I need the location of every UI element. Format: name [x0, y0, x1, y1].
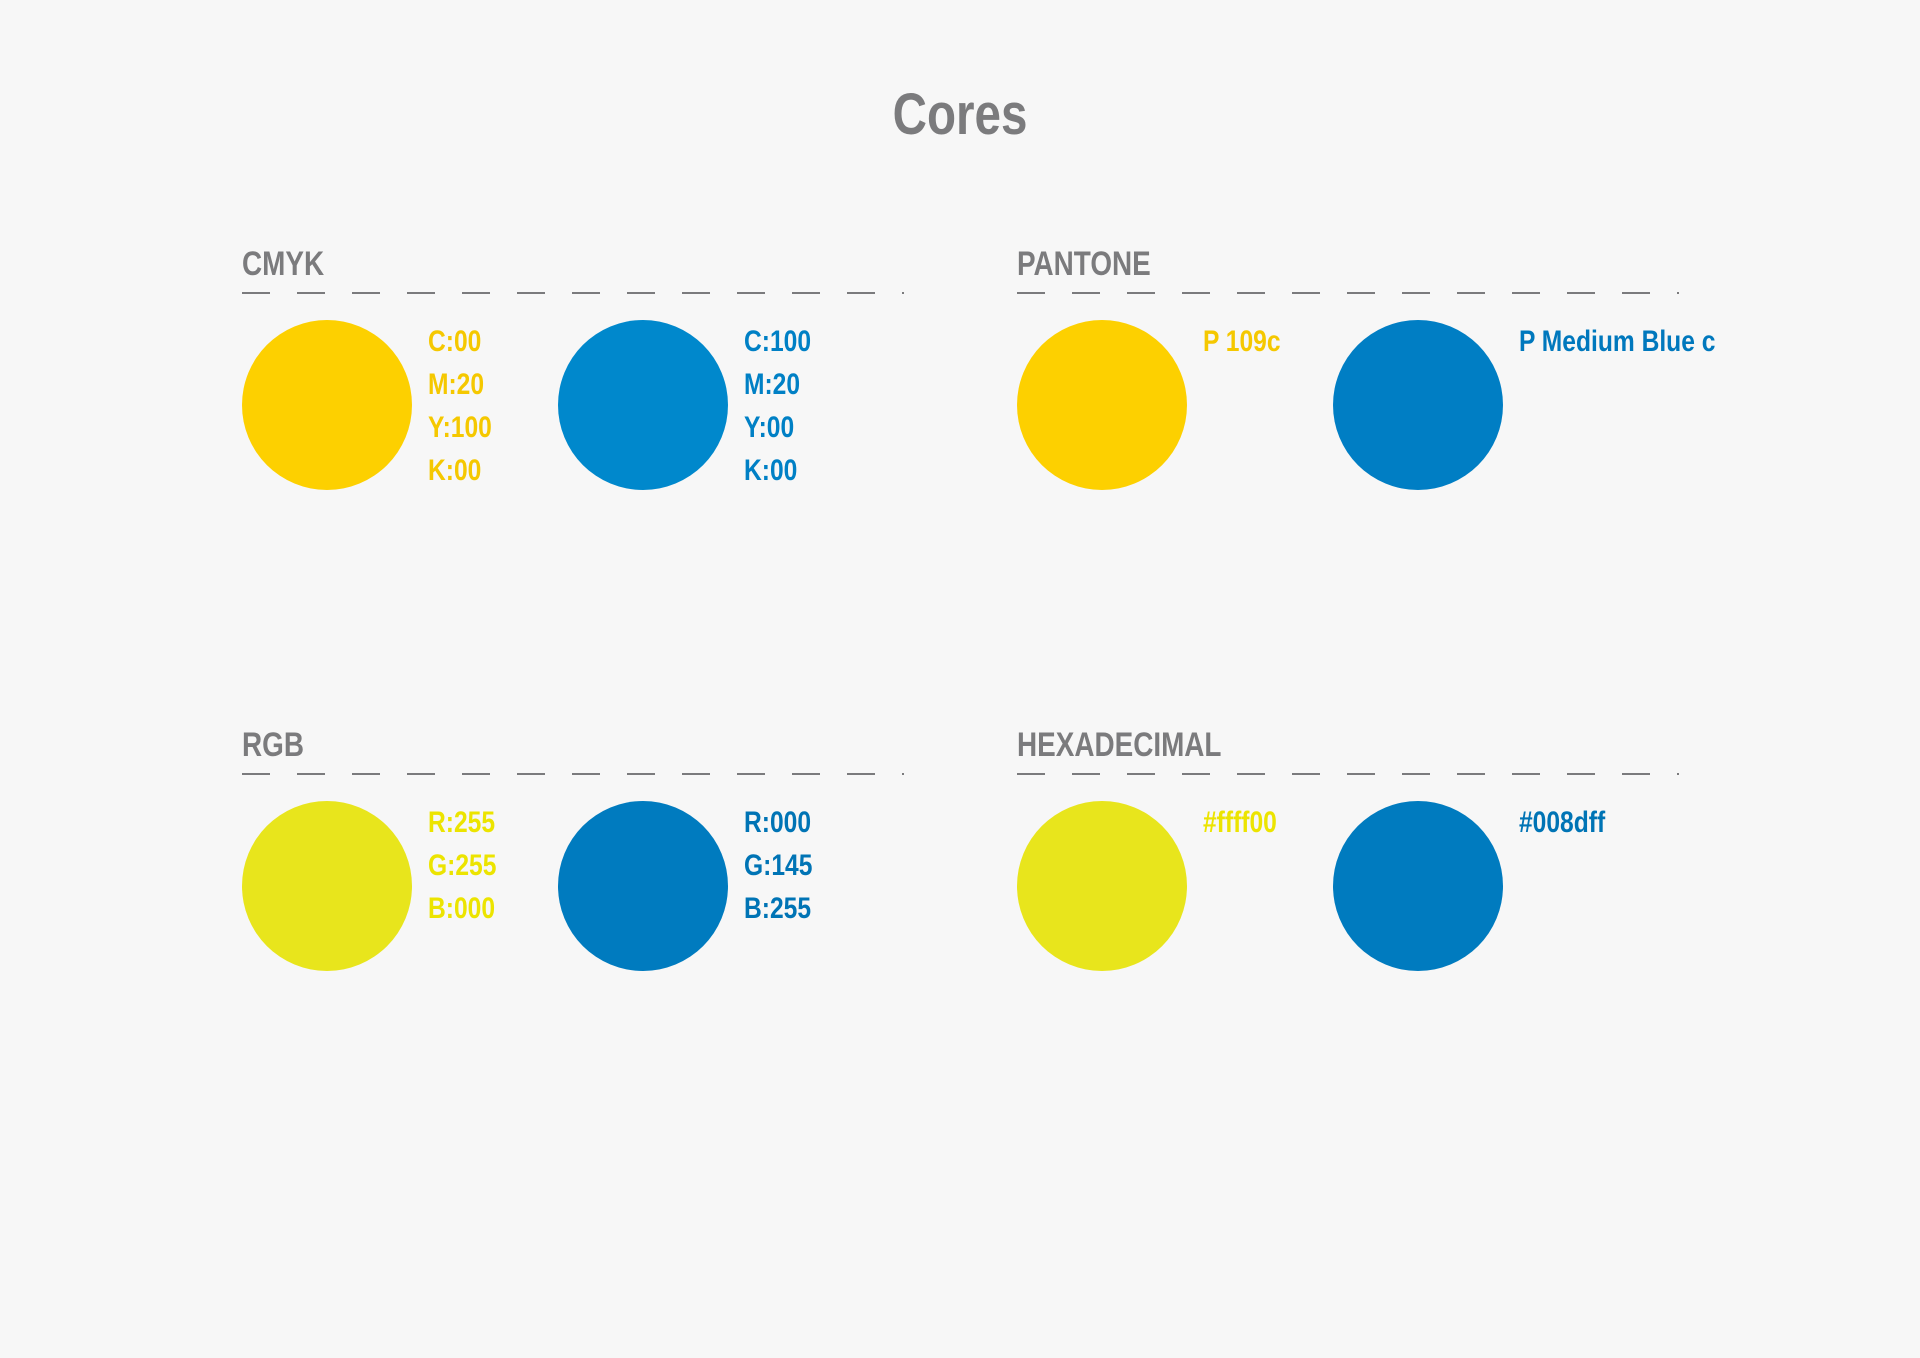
color-values: #008dff [1519, 801, 1624, 844]
color-value: M:20 [744, 368, 801, 401]
swatch-blue-cmyk: C:100 M:20 Y:00 K:00 [558, 320, 888, 500]
section-heading-rgb: RGB [242, 726, 304, 764]
swatch-blue-pantone: P Medium Blue c [1333, 320, 1715, 500]
section-heading-cmyk: CMYK [242, 245, 325, 283]
color-value: P Medium Blue c [1519, 325, 1716, 358]
color-values: C:100 M:20 Y:00 K:00 [744, 320, 826, 492]
swatch-blue-hexadecimal: #008dff [1333, 801, 1663, 981]
color-value: G:255 [428, 849, 497, 882]
color-values: P 109c [1203, 320, 1298, 363]
color-values: P Medium Blue c [1519, 320, 1759, 363]
section-heading-hexadecimal: HEXADECIMAL [1017, 726, 1222, 764]
swatch-yellow-hexadecimal: #ffff00 [1017, 801, 1347, 981]
color-value: K:00 [744, 454, 798, 487]
color-values: R:255 G:255 B:000 [428, 801, 511, 930]
color-values: C:00 M:20 Y:100 K:00 [428, 320, 506, 492]
color-value: Y:00 [744, 411, 795, 444]
dashed-divider [242, 773, 904, 775]
color-values: R:000 G:145 B:255 [744, 801, 827, 930]
dashed-divider [1017, 773, 1679, 775]
color-circle-yellow [242, 320, 412, 490]
color-value: B:255 [744, 892, 812, 925]
section-heading-pantone: PANTONE [1017, 245, 1151, 283]
page-title: Cores [892, 82, 1028, 147]
color-value: B:000 [428, 892, 496, 925]
dashed-divider [1017, 292, 1679, 294]
section-hexadecimal: HEXADECIMAL #ffff00 #008dff [1017, 723, 1687, 983]
color-circle-yellow [242, 801, 412, 971]
section-rgb: RGB R:255 G:255 B:000 R:000 G:145 B:255 [242, 723, 912, 983]
color-circle-blue [558, 801, 728, 971]
swatch-yellow-rgb: R:255 G:255 B:000 [242, 801, 572, 981]
color-value: M:20 [428, 368, 485, 401]
color-value: #ffff00 [1203, 806, 1277, 839]
color-value: R:255 [428, 806, 496, 839]
swatch-yellow-cmyk: C:00 M:20 Y:100 K:00 [242, 320, 572, 500]
color-value: K:00 [428, 454, 482, 487]
color-value: R:000 [744, 806, 812, 839]
color-value: G:145 [744, 849, 813, 882]
color-circle-blue [1333, 801, 1503, 971]
color-circle-yellow [1017, 320, 1187, 490]
color-value: #008dff [1519, 806, 1606, 839]
swatch-blue-rgb: R:000 G:145 B:255 [558, 801, 888, 981]
color-value: Y:100 [428, 411, 492, 444]
dashed-divider [242, 292, 904, 294]
section-cmyk: CMYK C:00 M:20 Y:100 K:00 C:100 M:20 Y:0… [242, 242, 912, 502]
color-value: C:00 [428, 325, 482, 358]
swatch-yellow-pantone: P 109c [1017, 320, 1347, 500]
color-circle-blue [1333, 320, 1503, 490]
color-value: C:100 [744, 325, 812, 358]
color-value: P 109c [1203, 325, 1281, 358]
color-values: #ffff00 [1203, 801, 1293, 844]
color-circle-blue [558, 320, 728, 490]
color-circle-yellow [1017, 801, 1187, 971]
section-pantone: PANTONE P 109c P Medium Blue c [1017, 242, 1715, 502]
